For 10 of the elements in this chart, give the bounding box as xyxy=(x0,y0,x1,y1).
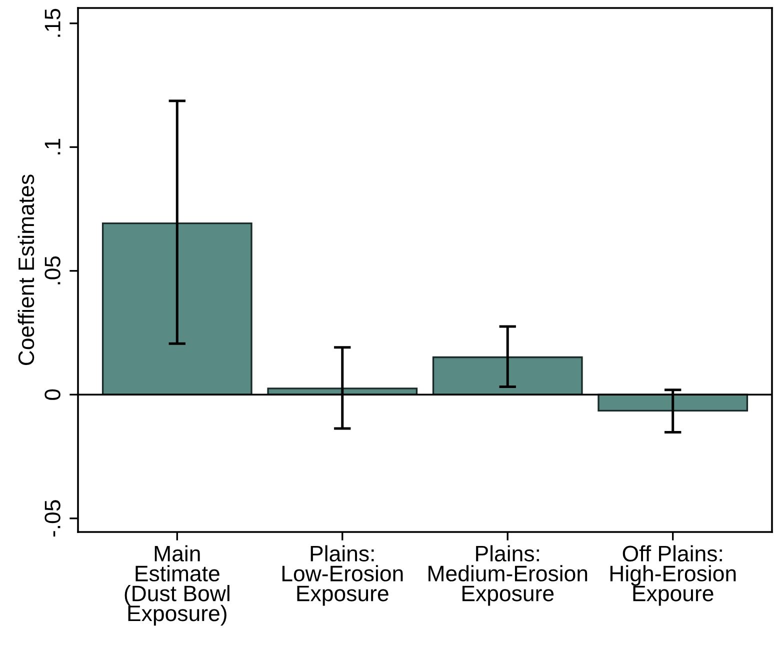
x-tick-label: Main Estimate (Dust Bowl Exposure) xyxy=(124,545,230,626)
y-tick-label: .05 xyxy=(44,256,60,284)
x-tick-label: Plains: Medium-Erosion Exposure xyxy=(428,545,588,606)
y-tick-label: .15 xyxy=(44,8,60,37)
y-tick-label: .1 xyxy=(44,138,60,154)
y-tick-label: 0 xyxy=(44,389,60,400)
x-tick-label: Off Plains: High-Erosion Expoure xyxy=(610,545,736,606)
x-tick-label: Plains: Low-Erosion Exposure xyxy=(282,545,403,606)
y-axis-title: Coeffient Estimates xyxy=(18,174,34,366)
y-tick-label: -.05 xyxy=(44,500,60,537)
